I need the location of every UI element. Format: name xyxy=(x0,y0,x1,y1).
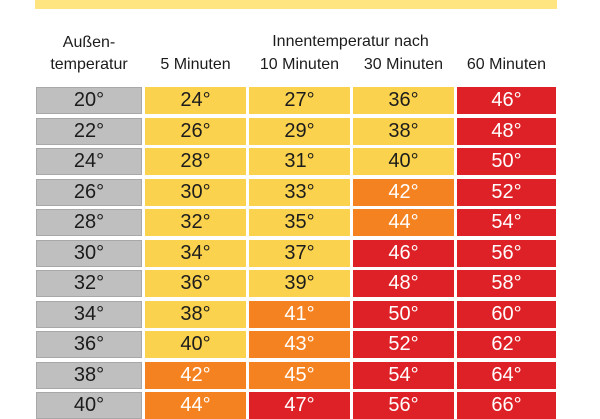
temp-cell-60min: 54° xyxy=(457,209,556,236)
temp-cell-30min: 42° xyxy=(353,178,454,206)
outside-temp-cell: 28° xyxy=(36,209,142,236)
temp-cell-60min: 50° xyxy=(457,148,556,175)
outside-temp-cell: 38° xyxy=(36,361,142,389)
temp-cell-60min: 46° xyxy=(457,87,556,114)
outside-temp-cell: 32° xyxy=(36,270,142,297)
temp-cell-30min: 50° xyxy=(353,300,454,328)
table-header: Außen- temperatur Innentemperatur nach 5… xyxy=(36,31,556,76)
temp-cell-10min: 39° xyxy=(249,270,350,297)
temp-cell-30min: 56° xyxy=(353,392,454,419)
temp-cell-5min: 32° xyxy=(145,209,246,236)
temp-cell-5min: 42° xyxy=(145,361,246,389)
temp-cell-60min: 56° xyxy=(457,239,556,267)
temp-cell-5min: 30° xyxy=(145,178,246,206)
yellow-banner-cutoff xyxy=(35,0,557,9)
temp-cell-5min: 38° xyxy=(145,300,246,328)
temp-cell-60min: 64° xyxy=(457,361,556,389)
temp-cell-30min: 38° xyxy=(353,117,454,145)
temp-cell-10min: 43° xyxy=(249,331,350,358)
temp-cell-30min: 48° xyxy=(353,270,454,297)
outside-temp-cell: 30° xyxy=(36,239,142,267)
temp-cell-30min: 54° xyxy=(353,361,454,389)
column-header-5min: 5 Minuten xyxy=(160,56,231,73)
temp-cell-30min: 36° xyxy=(353,87,454,114)
temp-cell-30min: 46° xyxy=(353,239,454,267)
temp-cell-60min: 48° xyxy=(457,117,556,145)
temp-cell-30min: 40° xyxy=(353,148,454,175)
temp-cell-30min: 52° xyxy=(353,331,454,358)
temp-cell-10min: 27° xyxy=(249,87,350,114)
outside-temp-cell: 36° xyxy=(36,331,142,358)
temp-cell-10min: 41° xyxy=(249,300,350,328)
outside-temp-cell: 22° xyxy=(36,117,142,145)
temp-cell-30min: 44° xyxy=(353,209,454,236)
temp-cell-60min: 60° xyxy=(457,300,556,328)
temp-cell-10min: 47° xyxy=(249,392,350,419)
temp-cell-60min: 66° xyxy=(457,392,556,419)
temp-cell-10min: 37° xyxy=(249,239,350,267)
temp-cell-10min: 35° xyxy=(249,209,350,236)
temp-cell-5min: 40° xyxy=(145,331,246,358)
temp-cell-5min: 28° xyxy=(145,148,246,175)
temp-cell-60min: 52° xyxy=(457,178,556,206)
temp-cell-60min: 62° xyxy=(457,331,556,358)
temp-cell-10min: 29° xyxy=(249,117,350,145)
temp-cell-5min: 44° xyxy=(145,392,246,419)
temp-cell-60min: 58° xyxy=(457,270,556,297)
temp-cell-10min: 31° xyxy=(249,148,350,175)
column-header-30min: 30 Minuten xyxy=(363,56,444,73)
temp-cell-10min: 33° xyxy=(249,178,350,206)
temp-cell-5min: 34° xyxy=(145,239,246,267)
outside-temp-cell: 40° xyxy=(36,392,142,419)
outside-temp-cell: 24° xyxy=(36,148,142,175)
temperature-table: 20° 24° 27° 36° 46° 22° 26° 29° 38° 48° … xyxy=(36,87,556,419)
outside-label-line1: Außen- xyxy=(62,34,116,51)
temp-cell-10min: 45° xyxy=(249,361,350,389)
column-header-10min: 10 Minuten xyxy=(259,56,340,73)
inner-temperature-group-title: Innentemperatur nach xyxy=(272,33,429,50)
temp-cell-5min: 24° xyxy=(145,87,246,114)
temp-cell-5min: 36° xyxy=(145,270,246,297)
outside-temperature-label: Außen- temperatur xyxy=(36,31,142,76)
infographic-temperature-table: Außen- temperatur Innentemperatur nach 5… xyxy=(35,0,557,419)
outside-temp-cell: 20° xyxy=(36,87,142,114)
temp-cell-5min: 26° xyxy=(145,117,246,145)
outside-temp-cell: 34° xyxy=(36,300,142,328)
outside-temp-cell: 26° xyxy=(36,178,142,206)
column-header-60min: 60 Minuten xyxy=(466,56,547,73)
outside-label-line2: temperatur xyxy=(50,56,128,73)
